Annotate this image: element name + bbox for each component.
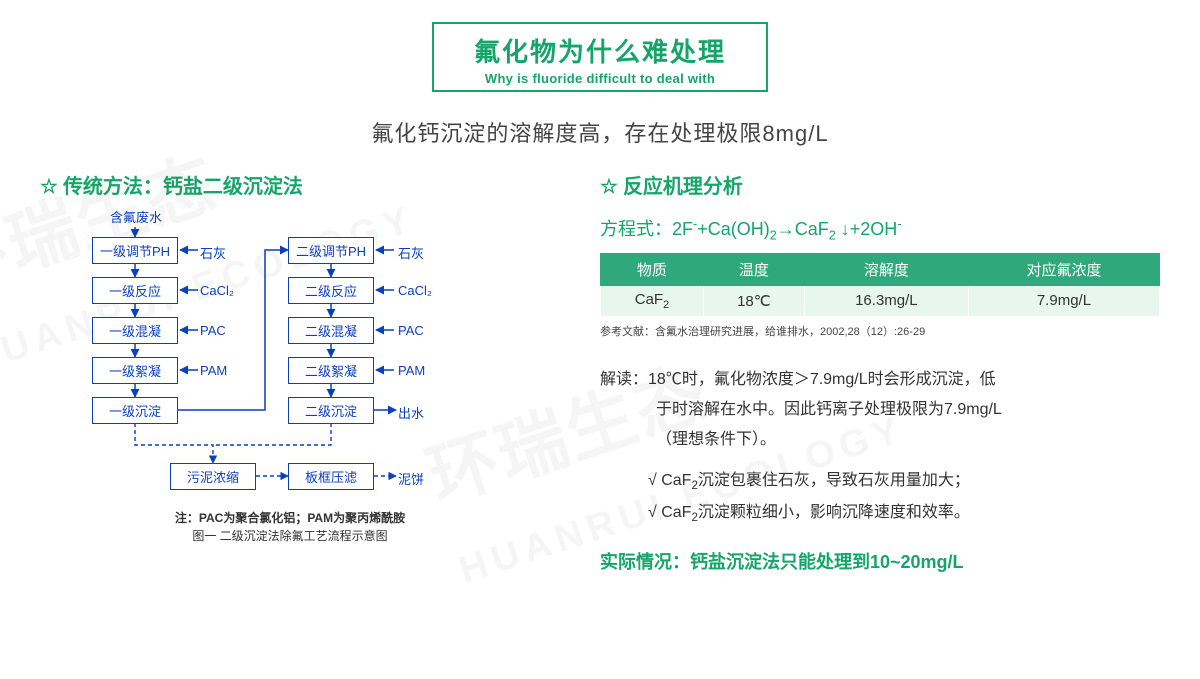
in-lime-2: 石灰 bbox=[398, 243, 424, 262]
out-cake: 泥饼 bbox=[398, 469, 424, 488]
box-ph1: 一级调节PH bbox=[92, 237, 178, 264]
box-floc2: 二级絮凝 bbox=[288, 357, 374, 384]
box-rxn2: 二级反应 bbox=[288, 277, 374, 304]
in-pam-2: PAM bbox=[398, 363, 425, 378]
feed-label: 含氟废水 bbox=[110, 207, 162, 226]
th-temp: 温度 bbox=[703, 253, 804, 285]
box-filter-press: 板框压滤 bbox=[288, 463, 374, 490]
star-icon: ☆ bbox=[40, 174, 58, 199]
in-cacl2-1: CaCl₂ bbox=[200, 283, 234, 298]
left-panel: ☆传统方法：钙盐二级沉淀法 bbox=[40, 170, 560, 574]
bullets: √ CaF2沉淀包裹住石灰，导致石灰用量加大； √ CaF2沉淀颗粒细小，影响沉… bbox=[600, 466, 1160, 530]
title-en: Why is fluoride difficult to deal with bbox=[474, 71, 726, 86]
box-sed2: 二级沉淀 bbox=[288, 397, 374, 424]
th-fluor: 对应氟浓度 bbox=[968, 253, 1159, 285]
td-substance: CaF2 bbox=[601, 285, 704, 316]
flow-note: 注：PAC为聚合氯化铝；PAM为聚丙烯酰胺 bbox=[40, 509, 540, 526]
box-sed1: 一级沉淀 bbox=[92, 397, 178, 424]
th-substance: 物质 bbox=[601, 253, 704, 285]
solubility-table: 物质 温度 溶解度 对应氟浓度 CaF2 18℃ 16.3mg/L 7.9mg/… bbox=[600, 253, 1160, 317]
conclusion: 实际情况：钙盐沉淀法只能处理到10~20mg/L bbox=[600, 548, 1160, 574]
right-panel: ☆反应机理分析 方程式：2F-+Ca(OH)2→CaF2 ↓+2OH- 物质 温… bbox=[560, 170, 1160, 574]
in-pam-1: PAM bbox=[200, 363, 227, 378]
equation: 方程式：2F-+Ca(OH)2→CaF2 ↓+2OH- bbox=[600, 215, 1160, 243]
title-cn: 氟化物为什么难处理 bbox=[474, 32, 726, 69]
in-pac-1: PAC bbox=[200, 323, 226, 338]
in-lime-1: 石灰 bbox=[200, 243, 226, 262]
left-section-title: ☆传统方法：钙盐二级沉淀法 bbox=[40, 170, 560, 199]
in-cacl2-2: CaCl₂ bbox=[398, 283, 432, 298]
box-sludge-conc: 污泥浓缩 bbox=[170, 463, 256, 490]
td-fluor: 7.9mg/L bbox=[968, 285, 1159, 316]
box-floc1: 一级絮凝 bbox=[92, 357, 178, 384]
reference: 参考文献：含氟水治理研究进展，给谁排水，2002,28（12）:26-29 bbox=[600, 323, 1160, 339]
box-coag1: 一级混凝 bbox=[92, 317, 178, 344]
title-box: 氟化物为什么难处理 Why is fluoride difficult to d… bbox=[432, 22, 768, 92]
box-rxn1: 一级反应 bbox=[92, 277, 178, 304]
in-pac-2: PAC bbox=[398, 323, 424, 338]
right-section-title: ☆反应机理分析 bbox=[600, 170, 1160, 199]
bullet-1: √ CaF2沉淀包裹住石灰，导致石灰用量加大； bbox=[648, 466, 1160, 498]
subtitle: 氟化钙沉淀的溶解度高，存在处理极限8mg/L bbox=[40, 116, 1160, 148]
flow-caption: 图一 二级沉淀法除氟工艺流程示意图 bbox=[40, 527, 540, 544]
star-icon: ☆ bbox=[600, 174, 618, 199]
flowchart: 含氟废水 一级调节PH 一级反应 一级混凝 一级絮凝 一级沉淀 二级调节PH 二… bbox=[40, 205, 540, 565]
out-effluent: 出水 bbox=[398, 403, 424, 422]
td-temp: 18℃ bbox=[703, 285, 804, 316]
th-sol: 溶解度 bbox=[804, 253, 968, 285]
td-sol: 16.3mg/L bbox=[804, 285, 968, 316]
page-header: 氟化物为什么难处理 Why is fluoride difficult to d… bbox=[40, 22, 1160, 92]
bullet-2: √ CaF2沉淀颗粒细小，影响沉降速度和效率。 bbox=[648, 498, 1160, 530]
box-coag2: 二级混凝 bbox=[288, 317, 374, 344]
box-ph2: 二级调节PH bbox=[288, 237, 374, 264]
interpretation: 解读：18℃时，氟化物浓度＞7.9mg/L时会形成沉淀，低 于时溶解在水中。因此… bbox=[600, 365, 1160, 456]
